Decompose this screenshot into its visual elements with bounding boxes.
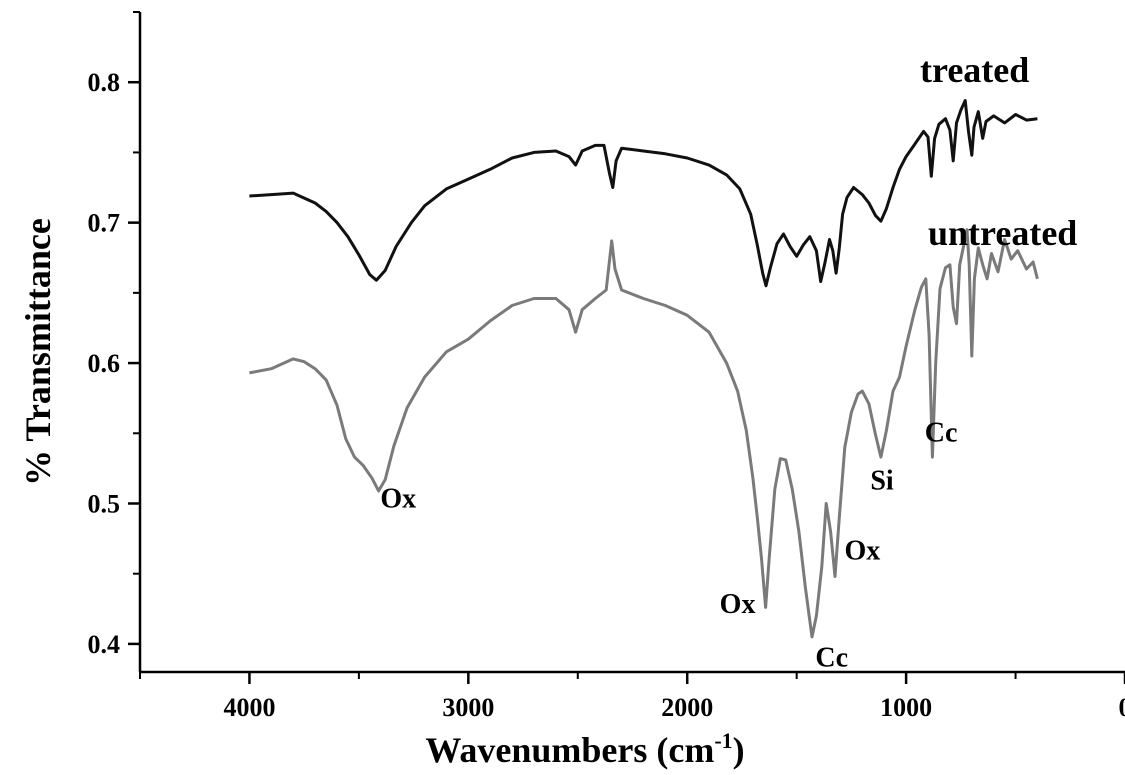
y-axis-title: % Transmittance [18,218,58,486]
chart-labels: Wavenumbers (cm-1) % Transmittance treated… [18,50,1077,770]
y-tick-label: 0.5 [88,489,121,518]
y-tick-label: 0.7 [88,209,121,238]
series-line-untreated [249,228,1039,639]
series-line-treated [249,99,1038,288]
peak-annotation: Cc [815,642,848,673]
x-tick-label: 0 [1119,693,1125,722]
peak-annotation: Ox [844,536,880,567]
y-tick-label: 0.8 [88,68,121,97]
plot-area [249,99,1039,639]
x-axis-title-superscript: -1 [714,728,732,753]
peak-annotation: Cc [925,418,958,449]
x-axis-title-text: Wavenumbers (cm [425,730,714,770]
x-tick-label: 3000 [442,693,494,722]
peak-annotation: Ox [720,589,756,620]
axes: 4000 3000 2000 1000 0 0.8 0.7 0.6 0.5 0.4 [88,11,1125,722]
series-label-treated: treated [920,50,1029,90]
x-axis-title: Wavenumbers (cm-1) [425,728,744,770]
peak-annotation: Si [870,465,894,496]
x-tick-label: 2000 [661,693,713,722]
y-tick-label: 0.4 [88,630,121,659]
x-tick-label: 1000 [880,693,932,722]
y-tick-label: 0.6 [88,349,121,378]
peak-annotation: Ox [380,484,416,515]
series-label-untreated: untreated [928,213,1077,253]
x-axis-title-close: ) [733,730,745,770]
x-tick-label: 4000 [223,693,275,722]
